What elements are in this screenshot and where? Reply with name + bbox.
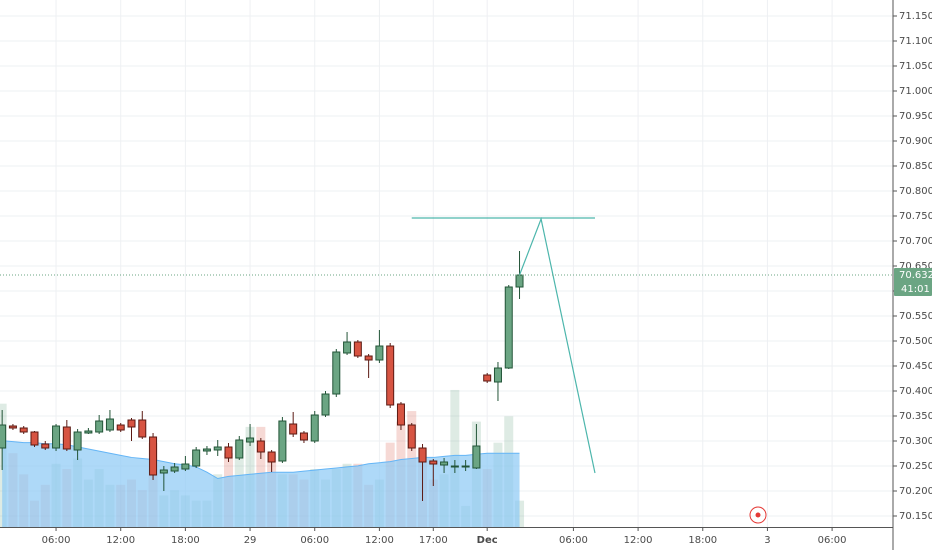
candle-body (52, 425, 61, 449)
candle-body (310, 414, 319, 442)
candle-body (246, 437, 255, 443)
candle-body (0, 424, 7, 449)
candle-body (213, 446, 222, 451)
candle-body (429, 460, 438, 465)
candle-body (483, 374, 492, 382)
candle-body (375, 345, 384, 361)
candle-body (224, 446, 233, 459)
x-tick-label: 06:00 (559, 535, 588, 546)
candle-body (105, 418, 114, 431)
candle-body (450, 465, 459, 468)
candle-body (407, 424, 416, 449)
candle-body (299, 432, 308, 441)
candle-body (235, 439, 244, 459)
y-tick-label: 70.200 (899, 486, 932, 497)
y-tick-label: 70.700 (899, 236, 932, 247)
y-tick-label: 70.300 (899, 436, 932, 447)
candle-body (418, 447, 427, 463)
candle-body (256, 440, 265, 453)
candle-body (181, 463, 190, 470)
y-tick-label: 70.800 (899, 186, 932, 197)
y-tick-label: 70.250 (899, 461, 932, 472)
candle-body (73, 431, 82, 451)
candle-body (504, 286, 513, 369)
last-price-box (894, 268, 932, 296)
y-tick-label: 70.550 (899, 311, 932, 322)
y-tick-label: 70.500 (899, 336, 932, 347)
candle-body (192, 449, 201, 467)
candle-body (396, 403, 405, 426)
candle-body (116, 424, 125, 431)
candle-body (440, 461, 449, 466)
candle-body (267, 451, 276, 463)
candle-body (353, 341, 362, 357)
candle-body (278, 420, 287, 462)
candle-body (41, 443, 50, 449)
countdown-label: 41:01 (901, 284, 930, 295)
candle-body (8, 425, 17, 429)
x-tick-label: 18:00 (688, 535, 717, 546)
candle-body (493, 367, 502, 383)
candle-body (289, 423, 298, 435)
candle-body (19, 427, 28, 433)
y-tick-label: 71.100 (899, 36, 932, 47)
volume-ma-area (2, 440, 520, 527)
candle-body (149, 436, 158, 476)
candle-body (343, 341, 352, 354)
candle-body (202, 448, 211, 452)
candle-body (95, 420, 104, 433)
y-tick-label: 70.150 (899, 511, 932, 522)
candle-body (386, 345, 395, 406)
candle-body (515, 274, 524, 288)
x-tick-label: 12:00 (624, 535, 653, 546)
y-tick-label: 70.850 (899, 161, 932, 172)
candle-body (321, 393, 330, 416)
candle-body (332, 351, 341, 395)
x-tick-label: 06:00 (818, 535, 847, 546)
y-tick-label: 70.900 (899, 136, 932, 147)
x-tick-label: 17:00 (419, 535, 448, 546)
x-tick-label: 29 (244, 535, 257, 546)
y-tick-label: 71.150 (899, 11, 932, 22)
alert-dot (755, 512, 761, 518)
candle-body (159, 469, 168, 474)
x-tick-label: 12:00 (365, 535, 394, 546)
y-tick-label: 70.350 (899, 411, 932, 422)
candle-body (127, 419, 136, 428)
candle-body (170, 466, 179, 472)
x-tick-label: Dec (477, 535, 498, 546)
candle-body (364, 355, 373, 361)
y-tick-label: 70.950 (899, 111, 932, 122)
candle-body (138, 419, 147, 438)
candle-body (30, 431, 39, 446)
candle-body (84, 430, 93, 434)
x-tick-label: 12:00 (106, 535, 135, 546)
x-tick-label: 18:00 (171, 535, 200, 546)
y-tick-label: 71.050 (899, 61, 932, 72)
candle-body (461, 465, 470, 468)
y-tick-label: 70.450 (899, 361, 932, 372)
candle-body (62, 426, 71, 450)
volume-ma-line (2, 440, 520, 480)
last-price-label: 70.632 (899, 270, 932, 281)
x-tick-label: 06:00 (300, 535, 329, 546)
y-tick-label: 71.000 (899, 86, 932, 97)
trend-drawing (518, 216, 596, 474)
candle-body (472, 445, 481, 469)
x-tick-label: 3 (764, 535, 770, 546)
y-tick-label: 70.400 (899, 386, 932, 397)
y-tick-label: 70.750 (899, 211, 932, 222)
alert-icon[interactable] (749, 506, 767, 524)
x-tick-label: 06:00 (42, 535, 71, 546)
y-tick-label: 70.650 (899, 261, 932, 272)
